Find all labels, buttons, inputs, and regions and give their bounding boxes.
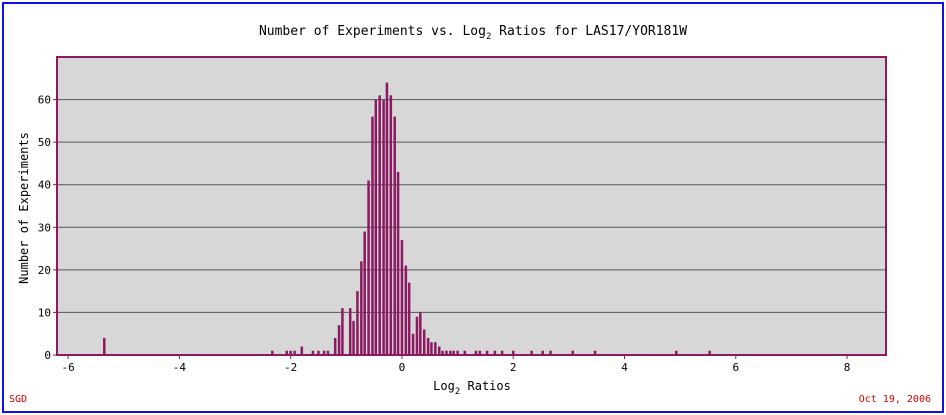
histogram-bar [311,350,315,355]
histogram-bar [419,312,422,355]
x-axis-label: Log2 Ratios [433,379,511,397]
histogram-bar [382,99,385,355]
histogram-bar [434,342,437,355]
x-tick-label: -4 [173,361,187,374]
histogram-bar [449,350,452,355]
histogram-bar [337,325,341,355]
x-tick-label: -2 [284,361,297,374]
y-tick-label: 20 [38,264,51,277]
histogram-bar [326,350,330,355]
histogram-bar [385,82,389,356]
histogram-bar [426,337,430,355]
histogram-bar [371,116,374,355]
chart-title: Number of Experiments vs. Log2 Ratios fo… [259,24,687,42]
y-tick-label: 10 [38,306,51,319]
histogram-bar [530,350,533,355]
histogram-bar [541,350,544,355]
y-tick-label: 60 [38,94,51,107]
histogram-bar [708,350,711,355]
y-tick-label: 30 [38,221,51,234]
histogram-bar [103,337,106,355]
y-tick-label: 50 [38,136,51,149]
histogram-bar [389,95,393,356]
histogram-bar [430,342,433,355]
histogram-bar [378,95,381,356]
histogram-bar [500,350,504,355]
footer-source-label: SGD [9,394,28,405]
histogram-bar [356,291,359,355]
histogram-bar [593,350,597,355]
histogram-bar [441,350,444,355]
histogram-bar [367,180,370,355]
histogram-bar [352,320,355,355]
histogram-bar [485,350,489,355]
x-tick-label: 0 [399,361,406,374]
histogram-bar [271,350,274,355]
y-axis-label: Number of Experiments [17,132,31,284]
x-tick-label: 6 [732,361,739,374]
x-tick-label: 4 [621,361,628,374]
histogram-bar [404,265,408,355]
histogram-bar [407,282,411,355]
x-tick-label: 8 [844,361,851,374]
histogram-bar [348,308,352,355]
histogram-bar [396,171,400,355]
plot-area: 0 10 20 30 40 50 60 -6 -4 -2 0 2 4 6 8 [38,56,887,374]
histogram-bar [393,116,396,355]
histogram-bar [333,337,337,355]
histogram-bar [374,99,378,355]
histogram-bar [322,350,326,355]
histogram-bar [415,316,419,355]
histogram-bar [445,350,448,355]
histogram-bar [511,350,515,355]
histogram-bar [493,350,497,355]
histogram-bar [422,329,426,355]
histogram-bar [360,261,363,355]
histogram-bar [571,350,575,355]
histogram-bar [478,350,482,355]
footer-date-label: Oct 19, 2006 [858,394,931,405]
plot-border [56,56,887,356]
histogram-bar [452,350,455,355]
histogram-bar [293,350,296,355]
histogram-bar [285,350,289,355]
histogram-bar [289,350,292,355]
histogram-bar [463,350,467,355]
y-tick-label: 40 [38,179,51,192]
histogram-bar [411,333,415,355]
plot-background [57,57,886,355]
y-tick-label: 0 [44,349,51,362]
histogram-bar [437,346,441,355]
histogram-bar [363,231,366,355]
x-tick-label: -6 [62,361,75,374]
histogram-bar [674,350,678,355]
histogram-bar [400,240,404,355]
histogram-bar [474,350,478,355]
histogram-bar [317,350,320,355]
x-tick-label: 2 [510,361,517,374]
histogram-bar [549,350,552,355]
histogram-bar [300,346,304,355]
histogram-bar [341,308,344,355]
histogram-bar [456,350,459,355]
